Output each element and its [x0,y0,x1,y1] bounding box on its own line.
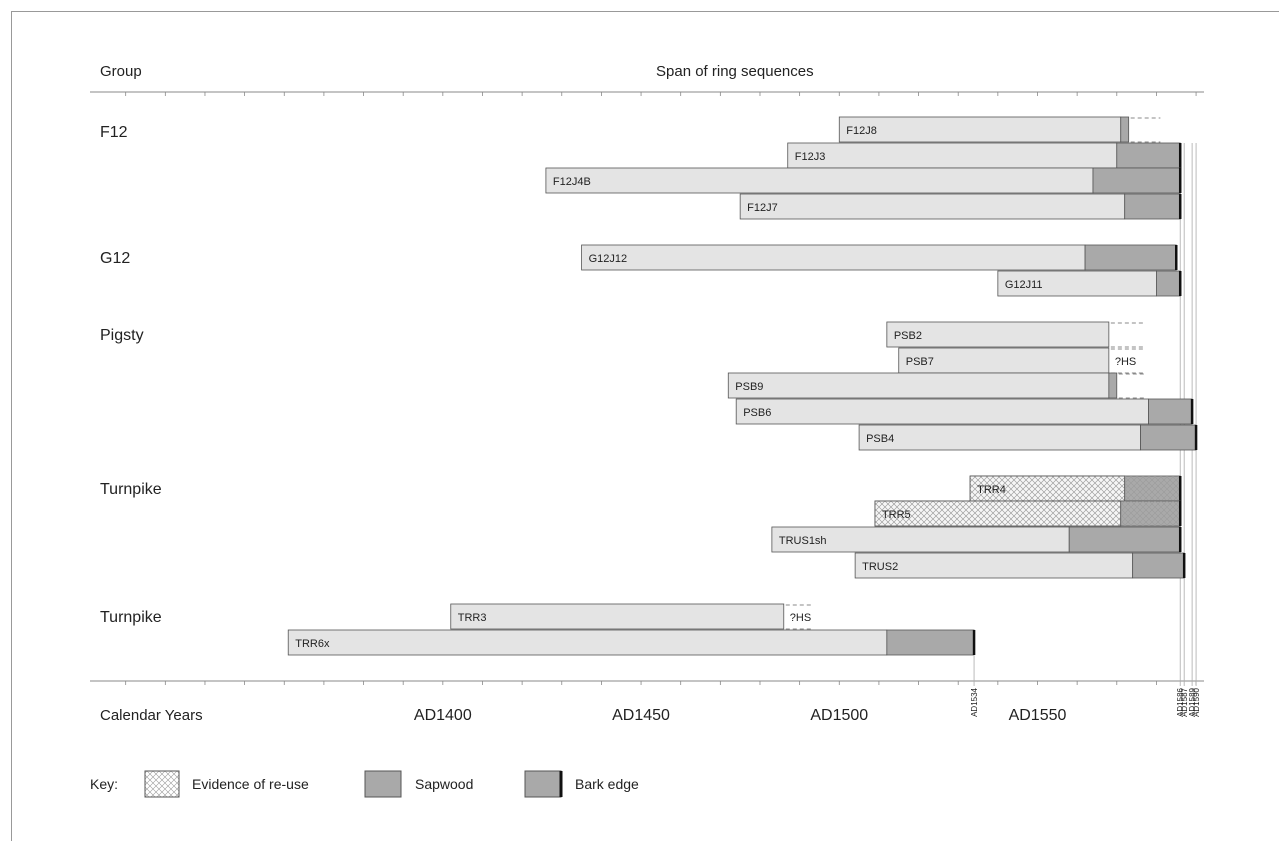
sample-label: F12J3 [795,151,826,163]
sample-bar: TRR3 ?HS [450,603,812,630]
sample-bar: G12J12 [581,244,1178,271]
heartwood-segment [787,142,1118,169]
heartwood-segment [886,321,1110,348]
sample-label: G12J12 [589,253,628,265]
sample-label: PSB9 [735,381,763,393]
sapwood-segment [1132,552,1185,579]
xaxis-title: Calendar Years [100,707,203,724]
heartwood-segment [739,193,1126,220]
sample-label: TRR4 [977,484,1006,496]
sample-label: F12J4B [553,176,591,188]
legend-label-reuse: Evidence of re-use [192,776,309,792]
sample-label: F12J7 [747,202,778,214]
legend-swatch-sapwood [364,770,402,798]
sample-bar: TRUS2 [854,552,1186,579]
reuse-hatch-sapwood [1120,501,1181,526]
heartwood-segment [898,347,1110,374]
sample-bar: F12J4B [545,167,1182,194]
year-marker-label: AD1587 [1180,687,1189,716]
heartwood-segment [735,398,1149,425]
sample-bar: TRR6x [287,629,976,656]
heartwood-segment [450,603,785,630]
year-marker-label: AD1586 [1176,687,1185,716]
sapwood-segment [886,629,975,656]
heartwood-segment [545,167,1094,194]
sample-bars: F12J8 F12J3 F12J4B F12J7 G12J12 G12J11 PSB2 PSB… [287,116,1198,656]
sample-bar: F12J8 [838,116,1161,143]
sample-label: F12J8 [846,125,877,137]
sample-label: PSB6 [743,407,771,419]
sapwood-segment [1092,167,1181,194]
sample-bar: PSB9 [727,372,1145,399]
x-tick-label: AD1550 [1009,707,1067,724]
sample-note: ?HS [790,612,811,624]
sample-bar: PSB6 [735,398,1194,425]
legend: Key: Evidence of re-use Sapwood Bark edg… [90,770,639,798]
group-labels: F12 G12 Pigsty Turnpike Turnpike [100,124,162,626]
sample-bar: PSB4 [858,424,1198,451]
sapwood-segment [1084,244,1177,271]
sapwood-segment [1156,270,1181,297]
sapwood-segment [1148,398,1193,425]
group-label: Pigsty [100,327,144,344]
group-label: F12 [100,124,128,141]
sample-label: G12J11 [1005,279,1043,291]
legend-swatch-reuse [144,770,180,798]
sample-label: TRUS1sh [779,535,827,547]
sample-label: PSB4 [866,433,894,445]
x-tick-label: AD1500 [810,707,868,724]
heartwood-segment [287,629,888,656]
heartwood-segment [997,270,1157,297]
reuse-hatch-sapwood [1124,476,1181,501]
heartwood-segment [854,552,1134,579]
heartwood-segment [838,116,1122,143]
sample-bar: F12J7 [739,193,1182,220]
sample-bar: PSB2 [886,321,1145,348]
heartwood-segment [727,372,1110,399]
sample-label: TRR3 [458,612,487,624]
x-tick-label: AD1450 [612,707,670,724]
year-marker-label: AD1590 [1192,687,1201,716]
legend-title: Key: [90,776,118,792]
axis-ticks [125,92,1197,685]
sample-label: TRR6x [295,638,330,650]
group-label: Turnpike [100,481,162,498]
sample-label: PSB7 [906,356,934,368]
x-tick-label: AD1400 [414,707,472,724]
sample-bar: TRR5 [874,500,1182,527]
sample-label: PSB2 [894,330,922,342]
sample-bar: TRUS1sh [771,526,1182,553]
sapwood-segment [1068,526,1181,553]
sapwood-segment [1108,372,1118,399]
chart-frame [11,11,1279,841]
sapwood-segment [1140,424,1197,451]
reuse-hatch [969,475,1126,502]
sapwood-segment [1124,193,1181,220]
sample-label: TRR5 [882,509,911,521]
reuse-hatch [874,500,1122,527]
sapwood-segment [1120,116,1130,143]
sample-label: TRUS2 [862,561,898,573]
sapwood-segment [1116,142,1181,169]
sample-note: ?HS [1115,356,1136,368]
year-marker-label: AD1534 [970,687,979,716]
year-marker-label: AD1589 [1188,687,1197,716]
heartwood-segment [581,244,1086,271]
sample-bar: PSB7 ?HS [898,347,1145,374]
group-label: G12 [100,250,130,267]
sample-bar: TRR4 [969,475,1182,502]
legend-label-sapwood: Sapwood [415,776,473,792]
group-header: Group [100,63,142,80]
group-label: Turnpike [100,609,162,626]
sample-bar: G12J11 [997,270,1182,297]
x-tick-labels: AD1400 AD1450 AD1500 AD1550 [414,707,1067,724]
span-header: Span of ring sequences [656,63,814,80]
heartwood-segment [858,424,1141,451]
legend-swatch-bark [524,770,562,798]
sample-bar: F12J3 [787,142,1182,169]
legend-label-bark: Bark edge [575,776,639,792]
